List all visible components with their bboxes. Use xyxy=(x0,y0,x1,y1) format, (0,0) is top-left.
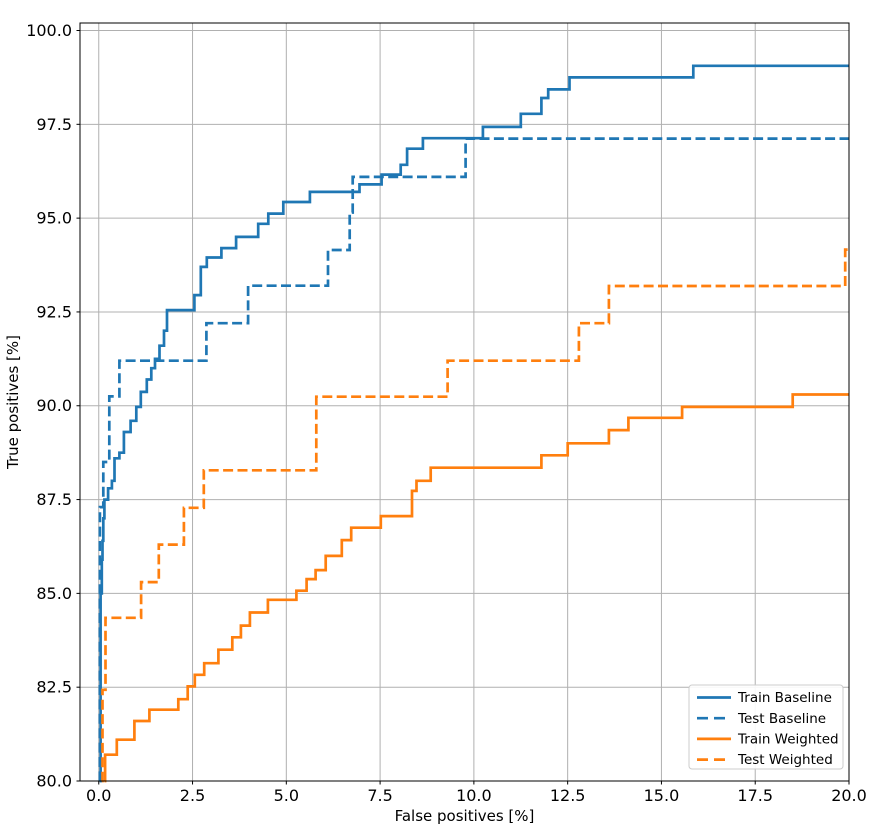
series-line-train-weighted xyxy=(103,393,849,783)
y-tick-label: 95.0 xyxy=(36,209,72,228)
y-tick-label: 85.0 xyxy=(36,584,72,603)
y-tick-label: 90.0 xyxy=(36,396,72,415)
legend-item-test-weighted: Test Weighted xyxy=(697,752,833,768)
x-tick-label: 15.0 xyxy=(644,786,680,805)
y-tick-label: 92.5 xyxy=(36,302,72,321)
y-tick-label: 87.5 xyxy=(36,490,72,509)
legend-label-train-baseline: Train Baseline xyxy=(737,690,832,706)
legend-label-test-weighted: Test Weighted xyxy=(737,752,833,768)
x-axis-label: False positives [%] xyxy=(395,807,535,825)
y-axis-label: True positives [%] xyxy=(4,335,22,470)
ticks: 0.0 2.5 5.0 7.5 10.0 12.5 15.0 17.5 20.0 80.0 82.5… xyxy=(26,21,867,805)
x-tick-label: 12.5 xyxy=(550,786,586,805)
legend-label-test-baseline: Test Baseline xyxy=(737,711,826,727)
x-tick-label: 10.0 xyxy=(456,786,492,805)
legend-item-train-weighted: Train Weighted xyxy=(697,731,839,747)
series-line-train-baseline xyxy=(99,64,849,783)
legend-label-train-weighted: Train Weighted xyxy=(737,731,839,747)
y-tick-label: 82.5 xyxy=(36,678,72,697)
x-tick-label: 2.5 xyxy=(180,786,205,805)
x-tick-label: 5.0 xyxy=(274,786,299,805)
x-tick-label: 0.0 xyxy=(86,786,111,805)
x-tick-label: 17.5 xyxy=(737,786,773,805)
axes-spines xyxy=(79,22,850,782)
y-tick-label: 80.0 xyxy=(36,771,72,790)
legend: Train Baseline Test Baseline Train Weighte… xyxy=(688,684,844,770)
x-tick-label: 20.0 xyxy=(831,786,867,805)
series-line-test-weighted xyxy=(101,248,849,783)
y-tick-label: 97.5 xyxy=(36,115,72,134)
legend-item-test-baseline: Test Baseline xyxy=(697,711,826,727)
plot-background xyxy=(80,23,849,781)
x-tick-label: 7.5 xyxy=(367,786,392,805)
legend-frame xyxy=(688,684,844,770)
series-line-test-baseline xyxy=(98,137,849,783)
series-group xyxy=(98,64,849,783)
y-tick-label: 100.0 xyxy=(26,21,72,40)
legend-item-train-baseline: Train Baseline xyxy=(697,690,832,706)
